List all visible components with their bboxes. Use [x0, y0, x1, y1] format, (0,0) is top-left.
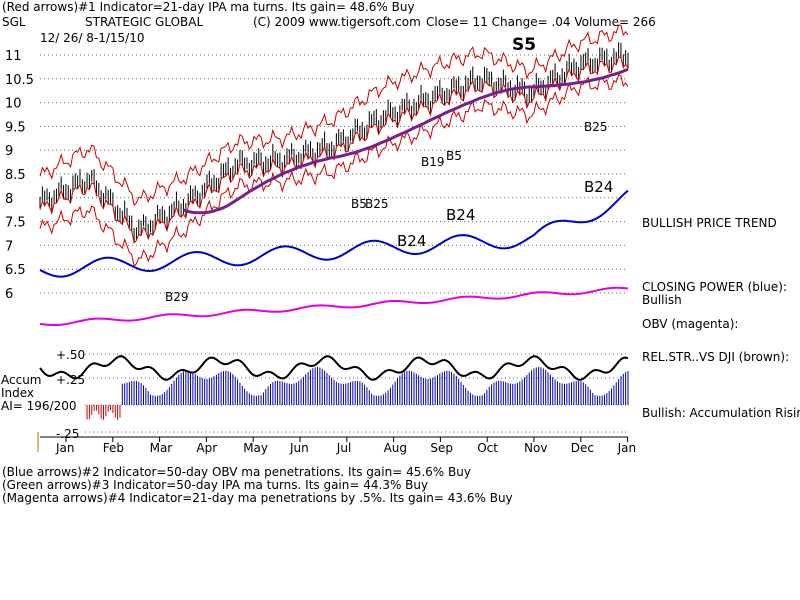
x-tick-label: Jan [617, 441, 637, 455]
upper-band [39, 24, 629, 207]
relstr-label: REL.STR..VS DJI (brown): [642, 350, 790, 364]
x-tick-label: Mar [150, 441, 173, 455]
x-tick-label: Apr [196, 441, 217, 455]
index-label: Index [1, 386, 35, 400]
x-tick-label: Feb [103, 441, 124, 455]
y-tick-label: 10 [5, 97, 22, 112]
y-tick-label: 7.5 [5, 216, 26, 231]
accum-label: Accum [1, 373, 42, 387]
accum-status: Bullish: Accumulation Rising [642, 406, 800, 420]
copyright: (C) 2009 www.tigersoft.com [253, 15, 421, 29]
signal-b25-a: B25 [365, 197, 389, 211]
x-tick-label: Sep [430, 441, 453, 455]
y-tick-label: 9.5 [5, 120, 26, 135]
closing-power-line [39, 189, 629, 278]
y-tick-label: 8.5 [5, 168, 26, 183]
relstr-line [39, 355, 629, 381]
indicator-4-line: (Magenta arrows)#4 Indicator=21-day ma p… [2, 491, 513, 505]
y-tick-label: 6.5 [5, 263, 26, 278]
indicator-3-line: (Green arrows)#3 Indicator=50-day IPA ma… [2, 478, 429, 492]
long-ma [183, 67, 629, 215]
signal-b5-b: B5 [351, 197, 367, 211]
indicator-2-line: (Blue arrows)#2 Indicator=50-day OBV ma … [2, 465, 471, 479]
mid-ma [39, 56, 629, 244]
x-tick-label: Nov [524, 441, 547, 455]
company-name: STRATEGIC GLOBAL [85, 15, 204, 29]
close-info: Close= 11 Change= .04 Volume= 266 [426, 15, 656, 29]
y-tick-label: 9 [5, 144, 13, 159]
ai-label: AI= 196/200 [1, 399, 77, 413]
y-tick-label: 8 [5, 192, 13, 207]
lower-band [39, 74, 629, 268]
accum-tick-p50: +.50 [56, 348, 86, 362]
y-tick-label: 7 [5, 239, 13, 254]
x-tick-label: Jun [289, 441, 309, 455]
signal-b5-a: B5 [446, 149, 462, 163]
closing-power-label: CLOSING POWER (blue): [642, 280, 787, 294]
signal-b29: B29 [165, 290, 189, 304]
bullish-trend-label: BULLISH PRICE TREND [642, 216, 777, 230]
signal-b24-a: B24 [584, 178, 614, 196]
x-tick-label: Jul [336, 441, 351, 455]
x-tick-label: Dec [571, 441, 594, 455]
signal-b19: B19 [421, 155, 445, 169]
x-tick-label: Jan [55, 441, 75, 455]
obv-line [39, 286, 629, 326]
y-tick-label: 6 [5, 287, 13, 302]
x-tick-label: Oct [477, 441, 498, 455]
closing-power-status: Bullish [642, 293, 682, 307]
x-tick-label: Aug [384, 441, 407, 455]
signal-s5: S5 [512, 35, 537, 55]
y-tick-label: 10.5 [5, 73, 34, 88]
signal-b24-b: B24 [446, 206, 476, 224]
signal-b25-b: B25 [584, 120, 608, 134]
date-range: 12/ 26/ 8-1/15/10 [40, 31, 145, 45]
symbol: SGL [2, 15, 26, 29]
obv-label: OBV (magenta): [642, 317, 739, 331]
y-tick-label: 11 [5, 49, 22, 64]
indicator-1-line: (Red arrows)#1 Indicator=21-day IPA ma t… [2, 0, 415, 14]
x-tick-label: May [243, 441, 268, 455]
